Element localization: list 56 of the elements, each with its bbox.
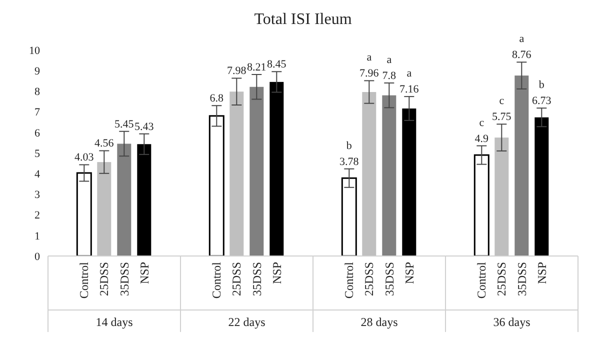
text: 35DSS: [250, 262, 264, 296]
annotation: a: [406, 68, 412, 80]
chart-title: Total ISI Ileum: [253, 10, 353, 30]
data-label: 8.76: [512, 49, 532, 62]
x-tick-label: 28 days: [360, 315, 398, 329]
data-label: 6.8: [210, 92, 224, 105]
x-tick-label: 14 days: [96, 315, 134, 329]
data-label: 8.45: [267, 58, 287, 71]
text: 25DSS: [494, 262, 509, 296]
text: NSP: [270, 262, 284, 284]
y-tick-label: 4: [34, 168, 40, 181]
data-label: 4.56: [94, 138, 114, 150]
annotation: b: [538, 79, 545, 92]
y-tick-label: 8: [34, 86, 40, 98]
text: 25DSS: [230, 262, 244, 296]
text: 25DSS: [362, 262, 376, 296]
text: Control: [77, 261, 92, 299]
y-tick-label: 1: [34, 230, 40, 242]
text: 35DSS: [514, 262, 529, 296]
x-tick-label: 22 days: [228, 315, 266, 329]
text: 35DSS: [382, 262, 396, 296]
data-label: 7.8: [382, 70, 397, 82]
x-tick-label: 36 days: [493, 315, 531, 329]
data-label: 7.96: [360, 68, 380, 80]
text: a: [519, 33, 524, 46]
y-tick-label: 10: [29, 44, 40, 57]
text: NSP: [402, 262, 416, 284]
data-label: 5.43: [134, 120, 154, 133]
data-label: 6.73: [532, 95, 552, 108]
text: Control: [474, 262, 489, 299]
y-tick-label: 2: [34, 210, 40, 222]
data-label: 8.21: [247, 62, 266, 74]
text: 25DSS: [97, 262, 112, 296]
text: 35DSS: [117, 262, 132, 296]
data-label: 7.16: [400, 84, 420, 96]
data-label: 4.9: [474, 132, 490, 145]
data-label: 7.98: [227, 65, 247, 78]
y-tick-label: 7: [34, 106, 40, 119]
text: Control: [342, 262, 356, 299]
annotation: a: [386, 54, 392, 66]
annotation: a: [366, 52, 372, 64]
text: Control: [210, 262, 224, 299]
data-label: 5.45: [114, 118, 134, 130]
data-label: 4.03: [74, 152, 94, 164]
y-tick-label: 3: [34, 189, 40, 202]
text: NSP: [137, 262, 152, 284]
y-tick-label: 5: [34, 148, 40, 160]
text: NSP: [534, 262, 549, 284]
y-tick-label: 9: [34, 66, 40, 78]
annotation: c: [479, 116, 484, 129]
annotation: c: [499, 95, 504, 108]
y-tick-label: 6: [34, 127, 40, 140]
annotation: b: [346, 140, 352, 152]
data-label: 3.78: [340, 156, 360, 168]
data-label: 5.75: [492, 111, 512, 124]
y-tick-label: 0: [34, 250, 40, 263]
